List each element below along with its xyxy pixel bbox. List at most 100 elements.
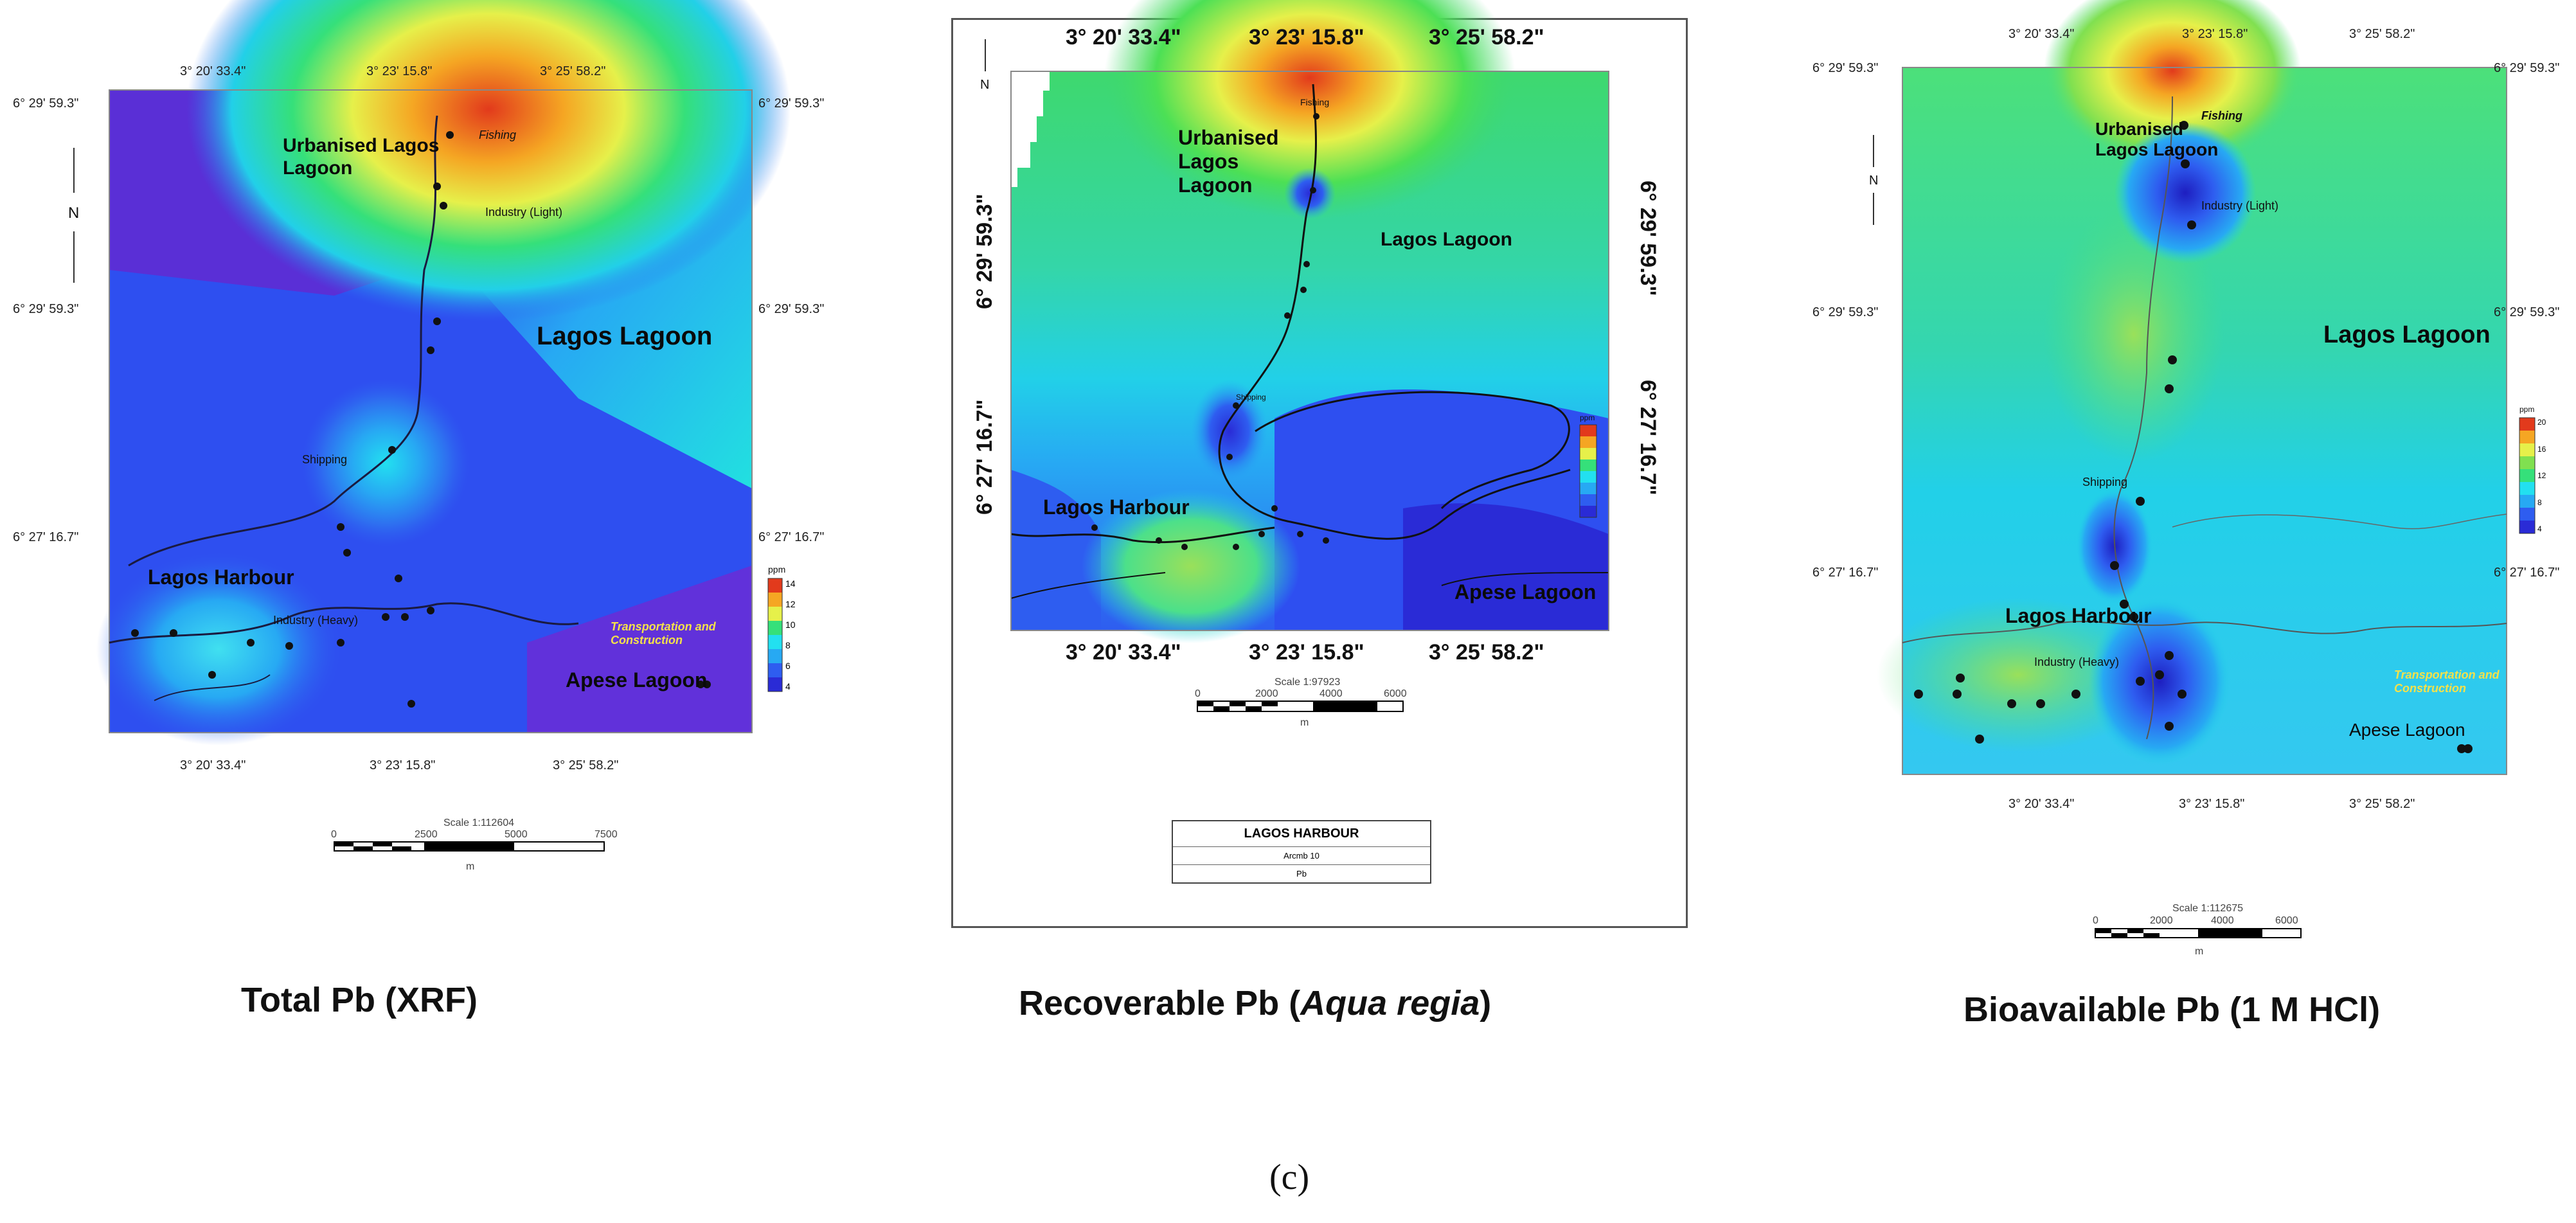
blue-zone-se [1403,503,1609,630]
label-shipping: Shipping [2082,476,2128,488]
coastline-lagoon [1255,391,1570,510]
label-lagos-lagoon: Lagos Lagoon [537,322,713,350]
nodata-corner [1011,71,1050,187]
legend-tick: 4 [785,681,791,692]
right-coord-3: 6° 27' 16.7" [758,530,825,544]
label-shipping: Shipping [302,453,348,466]
label-industry-light: Industry (Light) [485,206,563,219]
legend-tick: 16 [2537,444,2546,454]
bottom-coord-1: 3° 20' 33.4" [2008,797,2075,811]
north-label: N [1869,174,1879,188]
label-apese-lagoon: Apese Lagoon [566,668,708,692]
bottom-coord-2: 3° 23' 15.8" [370,758,436,772]
legend-tick: 4 [2537,524,2542,533]
scale-tick: 4000 [2211,915,2234,926]
scale-tick: 0 [2093,915,2098,926]
bottom-coord-2: 3° 23' 15.8" [2179,797,2245,811]
anomaly-lagoon-green [2044,206,2224,463]
label-urbanised-lagoon: Urbanised Lagos Lagoon [2095,119,2219,160]
scale-unit: m [2195,946,2204,957]
caption-bioavailable-pb: Bioavailable Pb (1 M HCl) [1963,990,2381,1029]
left-coord-1: 6° 29' 59.3" [972,193,997,309]
scale-text: Scale 1:112604 [443,817,515,828]
map-frame [1010,71,1609,631]
title-block: LAGOS HARBOUR Arcmb 10 Pb [1172,820,1431,884]
caption-total-pb: Total Pb (XRF) [241,981,478,1019]
coastline [128,115,438,567]
top-coord-2: 3° 23' 15.8" [1249,25,1364,49]
hotspot-fishing [2044,0,2301,167]
panel-recoverable-pb: 3° 20' 33.4" 3° 23' 15.8" 3° 25' 58.2" 3… [951,0,1688,928]
scale-bar [334,841,605,852]
legend-ticks: 20 16 12 8 4 [2537,418,2557,533]
coastline [2113,96,2173,740]
scale-bar [2095,928,2302,938]
legend-tick: 14 [785,578,796,589]
coastline-harbour [1010,526,1275,544]
left-coord-2: 6° 29' 59.3" [13,302,79,316]
label-apese-lagoon: Apese Lagoon [2349,720,2465,740]
sample-points [131,131,711,708]
caption-italic: Aqua regia [1300,984,1480,1022]
coastline-south [154,674,271,701]
anomaly-harbour-green [1877,598,2160,752]
bottom-coord-3: 3° 25' 58.2" [553,758,619,772]
scale-tick: 2000 [1255,688,1278,699]
coastline [1218,84,1571,540]
label-urbanised-lagoon: Urbanised Lagos Lagoon [283,135,440,179]
anomaly-shipping [1191,380,1268,483]
scale-text: Scale 1:112675 [2172,903,2244,914]
legend-colorbar [1579,424,1597,518]
scale-tick: 4000 [1319,688,1343,699]
legend-unit: ppm [768,564,786,575]
left-coord-1: 6° 29' 59.3" [13,96,79,111]
caption-main: Recoverable Pb ( [1019,984,1301,1022]
top-coord-1: 3° 20' 33.4" [180,64,246,78]
bottom-coord-3: 3° 25' 58.2" [1429,640,1544,665]
top-coord-3: 3° 25' 58.2" [1429,25,1544,49]
legend-unit: ppm [1580,413,1595,422]
bottom-coord-1: 3° 20' 33.4" [1066,640,1181,665]
map-bioavailable-pb [1873,0,2536,938]
label-apese-lagoon: Apese Lagoon [1454,580,1597,603]
anomaly-harbour [96,553,341,745]
scale-tick: 7500 [595,829,618,840]
map-total-pb [73,0,791,852]
anomaly-industry-heavy [2089,598,2230,765]
label-shipping: Shipping [1236,393,1266,402]
label-industry-heavy: Industry (Heavy) [273,614,359,627]
legend-colorbar [2519,417,2536,534]
title-block-name: LAGOS HARBOUR [1173,821,1430,847]
top-coord-2: 3° 23' 15.8" [366,64,433,78]
label-lagos-harbour: Lagos Harbour [1043,495,1190,519]
right-coord-1: 6° 29' 59.3" [1636,181,1660,296]
legend-tick: 8 [2537,497,2542,507]
right-coord-1: 6° 29' 59.3" [2494,61,2560,75]
anomaly-industry-light [2115,122,2256,263]
title-block-element: Pb [1296,869,1307,879]
top-coord-2: 3° 23' 15.8" [2182,27,2248,41]
top-coord-1: 3° 20' 33.4" [1066,25,1181,49]
legend-unit: ppm [2519,405,2535,414]
hotspot-fishing [1104,0,1516,219]
right-coord-3: 6° 27' 16.7" [2494,566,2560,580]
label-industry-heavy: Industry (Heavy) [2034,656,2120,668]
right-coord-2: 6° 27' 16.7" [1636,380,1660,495]
label-fishing: Fishing [1300,97,1330,107]
label-transport: Transportation and Construction [611,620,716,647]
scale-tick: 0 [1195,688,1201,699]
legend-tick: 12 [2537,471,2546,480]
title-block-sub: Arcmb 10 [1173,847,1430,865]
map-frame [1902,67,2507,775]
left-coord-2: 6° 27' 16.7" [972,399,997,515]
caption-end: ) [1480,984,1492,1022]
sample-points [1914,121,2473,753]
bottom-coord-3: 3° 25' 58.2" [2349,797,2415,811]
left-coord-3: 6° 27' 16.7" [1812,566,1879,580]
top-coord-1: 3° 20' 33.4" [2008,27,2075,41]
legend-colorbar [767,578,783,692]
bottom-coord-1: 3° 20' 33.4" [180,758,246,772]
panel-bioavailable-pb: 3° 20' 33.4" 3° 23' 15.8" 3° 25' 58.2" 3… [1812,0,2576,1093]
figure-label: (c) [1269,1157,1310,1197]
coastline-lagoon [2172,513,2507,530]
